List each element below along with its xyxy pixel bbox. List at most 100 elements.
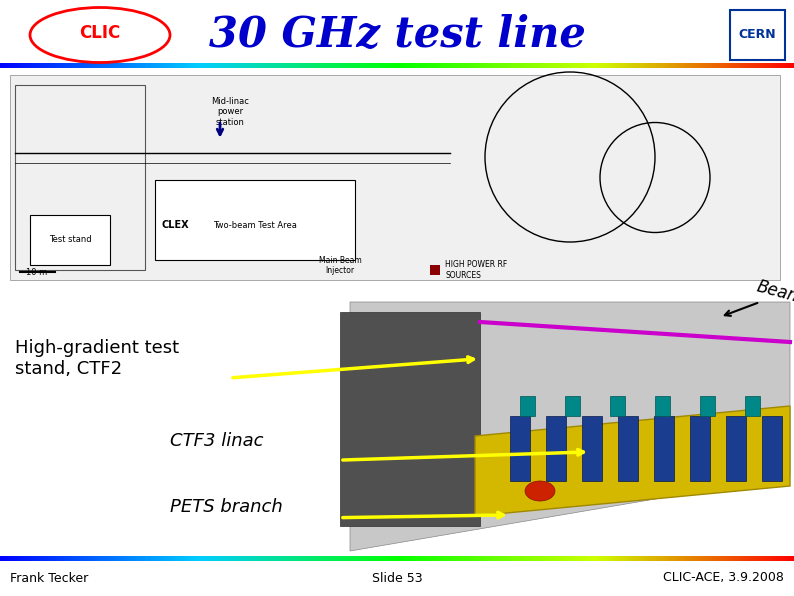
Bar — [37, 63, 38, 68]
Bar — [569, 63, 571, 68]
Bar — [526, 63, 528, 68]
Bar — [748, 556, 750, 561]
Bar — [178, 556, 179, 561]
Bar — [399, 556, 401, 561]
Bar — [368, 556, 369, 561]
Bar — [183, 63, 184, 68]
Bar — [234, 556, 236, 561]
Bar — [24, 63, 25, 68]
Bar — [67, 556, 68, 561]
Bar — [363, 556, 364, 561]
Bar — [135, 556, 137, 561]
Bar — [149, 556, 151, 561]
Bar — [78, 63, 79, 68]
Bar — [290, 63, 291, 68]
Bar — [719, 63, 721, 68]
Bar — [98, 63, 100, 68]
Bar — [32, 63, 33, 68]
Bar — [512, 556, 514, 561]
Bar — [285, 63, 287, 68]
Bar — [616, 556, 618, 561]
Bar — [450, 63, 452, 68]
Bar — [197, 556, 199, 561]
Bar — [390, 556, 391, 561]
Bar — [707, 63, 708, 68]
Bar — [241, 63, 242, 68]
Bar — [683, 556, 684, 561]
Bar — [655, 396, 670, 416]
Bar — [468, 556, 469, 561]
Bar — [358, 556, 360, 561]
Bar — [143, 556, 145, 561]
Bar — [382, 556, 384, 561]
Bar — [252, 63, 253, 68]
Bar — [498, 556, 499, 561]
Bar — [220, 556, 222, 561]
Bar — [94, 63, 95, 68]
Bar — [326, 556, 328, 561]
Bar — [406, 556, 407, 561]
Bar — [138, 63, 140, 68]
Bar — [25, 556, 27, 561]
Bar — [97, 556, 98, 561]
Bar — [773, 63, 775, 68]
Bar — [719, 556, 721, 561]
Bar — [565, 556, 566, 561]
Bar — [293, 556, 295, 561]
Bar — [476, 63, 477, 68]
Bar — [667, 63, 669, 68]
Bar — [680, 63, 681, 68]
Bar — [271, 556, 272, 561]
Bar — [3, 63, 5, 68]
Bar — [129, 63, 130, 68]
Bar — [616, 63, 618, 68]
Bar — [588, 556, 590, 561]
Bar — [627, 556, 629, 561]
Bar — [684, 63, 686, 68]
Bar — [605, 63, 607, 68]
Bar — [471, 556, 472, 561]
Bar — [152, 556, 154, 561]
Bar — [236, 63, 237, 68]
Bar — [455, 63, 457, 68]
Bar — [430, 265, 440, 275]
Bar — [692, 556, 694, 561]
Bar — [258, 556, 260, 561]
Bar — [186, 556, 187, 561]
Bar — [642, 63, 643, 68]
Bar — [649, 63, 651, 68]
Bar — [49, 556, 51, 561]
Bar — [406, 63, 407, 68]
Bar — [640, 556, 642, 561]
Bar — [252, 556, 253, 561]
Bar — [477, 63, 479, 68]
Bar — [299, 63, 301, 68]
Bar — [452, 556, 453, 561]
Bar — [295, 556, 296, 561]
Bar — [307, 63, 309, 68]
Bar — [22, 63, 24, 68]
Bar — [550, 63, 552, 68]
Bar — [372, 63, 374, 68]
Bar — [347, 63, 349, 68]
Bar — [536, 556, 538, 561]
Bar — [754, 556, 756, 561]
Bar — [371, 556, 372, 561]
Bar — [314, 63, 315, 68]
Bar — [255, 63, 256, 68]
Bar — [331, 556, 333, 561]
Bar — [114, 63, 116, 68]
Bar — [584, 556, 585, 561]
Bar — [225, 63, 226, 68]
Bar — [127, 63, 129, 68]
Bar — [358, 63, 360, 68]
Bar — [46, 556, 48, 561]
Bar — [89, 63, 91, 68]
Bar — [287, 556, 288, 561]
Bar — [417, 63, 418, 68]
Bar — [27, 556, 29, 561]
Bar — [30, 556, 32, 561]
Bar — [629, 63, 630, 68]
Bar — [29, 63, 30, 68]
Bar — [732, 63, 734, 68]
